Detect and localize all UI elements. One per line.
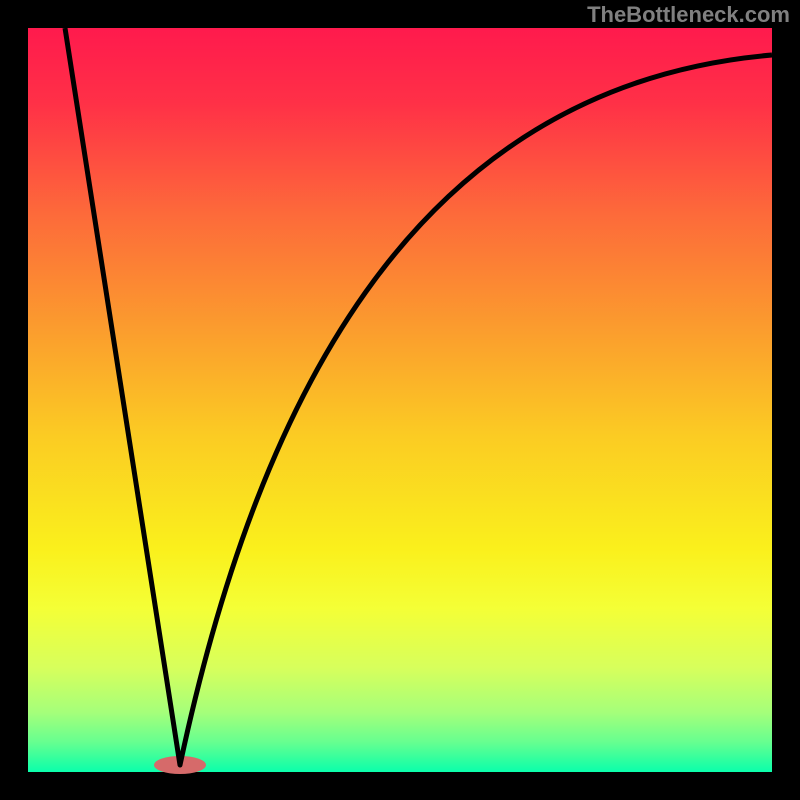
watermark-text: TheBottleneck.com: [587, 2, 790, 28]
chart-svg: [0, 0, 800, 800]
chart-container: TheBottleneck.com: [0, 0, 800, 800]
